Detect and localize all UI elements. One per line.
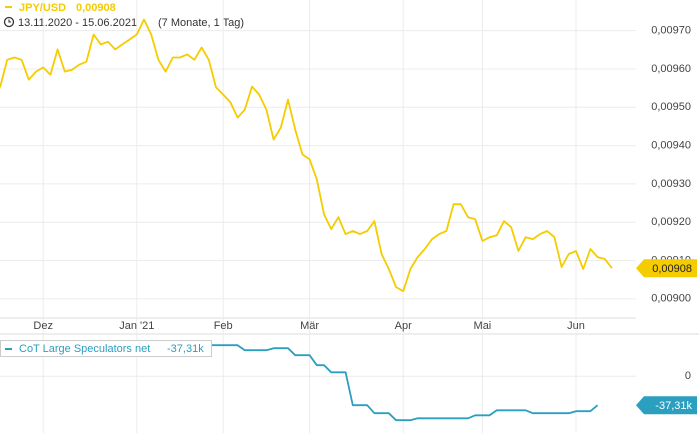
y-tick-label: 0,00940 <box>651 139 691 151</box>
x-tick-label: Feb <box>214 320 233 332</box>
legend-label: JPY/USD <box>19 2 66 14</box>
y-tick-label: 0,00970 <box>651 25 691 37</box>
period: 13.11.2020 - 15.06.2021 <box>18 17 137 29</box>
y-tick-label: 0,00950 <box>651 101 691 113</box>
period-note: (7 Monate, 1 Tag) <box>158 17 244 29</box>
x-tick-label: Mär <box>300 320 319 332</box>
y-tick-label: 0,00900 <box>651 293 691 305</box>
legend-box <box>0 340 212 357</box>
x-tick-label: Jun <box>567 320 585 332</box>
x-tick-label: Mai <box>474 320 492 332</box>
y-tick-label: 0,00920 <box>651 216 691 228</box>
series-line <box>208 344 599 422</box>
last-value-tag <box>636 396 697 415</box>
x-tick-label: Apr <box>395 320 412 332</box>
last-value-label: 0,00908 <box>652 263 692 275</box>
legend-label: CoT Large Speculators net <box>19 343 150 355</box>
legend-value: 0,00908 <box>76 2 116 14</box>
last-value-label: -37,31k <box>655 400 692 412</box>
clock-icon <box>3 16 15 28</box>
y-tick-label: 0 <box>685 370 691 382</box>
last-value-tag <box>636 259 697 278</box>
x-tick-label: Jan '21 <box>119 320 154 332</box>
x-tick-label: Dez <box>33 320 53 332</box>
y-tick-label: 0,00960 <box>651 63 691 75</box>
clock-hands <box>8 19 11 23</box>
series-line <box>0 18 613 293</box>
legend-value: -37,31k <box>167 343 204 355</box>
grid-layer <box>0 0 636 433</box>
y-tick-label: 0,00930 <box>651 178 691 190</box>
